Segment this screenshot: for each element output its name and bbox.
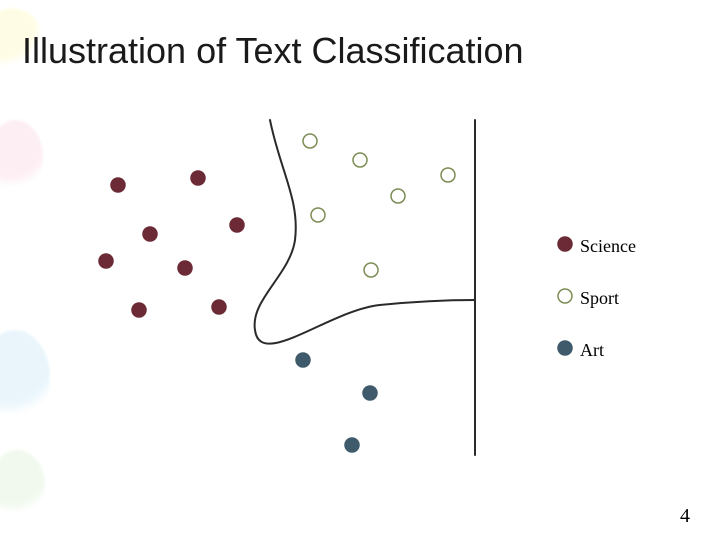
data-point-sport — [364, 263, 378, 277]
classification-diagram — [0, 0, 720, 540]
data-point-science — [212, 300, 226, 314]
data-point-sport — [391, 189, 405, 203]
data-point-art — [363, 386, 377, 400]
legend-label-science: Science — [580, 236, 636, 257]
data-point-science — [132, 303, 146, 317]
legend-dot-art — [558, 341, 572, 355]
data-point-science — [111, 178, 125, 192]
legend-dots — [558, 237, 572, 355]
legend-label-art: Art — [580, 340, 604, 361]
page-number: 4 — [680, 505, 690, 528]
decision-boundary — [255, 120, 475, 344]
data-point-science — [99, 254, 113, 268]
data-point-science — [178, 261, 192, 275]
legend-dot-science — [558, 237, 572, 251]
data-point-sport — [303, 134, 317, 148]
data-point-sport — [441, 168, 455, 182]
data-point-science — [191, 171, 205, 185]
legend-dot-sport — [558, 289, 572, 303]
data-point-science — [230, 218, 244, 232]
data-point-sport — [353, 153, 367, 167]
data-point-sport — [311, 208, 325, 222]
scatter-points — [99, 134, 455, 452]
data-point-art — [345, 438, 359, 452]
data-point-science — [143, 227, 157, 241]
data-point-art — [296, 353, 310, 367]
legend-label-sport: Sport — [580, 288, 619, 309]
